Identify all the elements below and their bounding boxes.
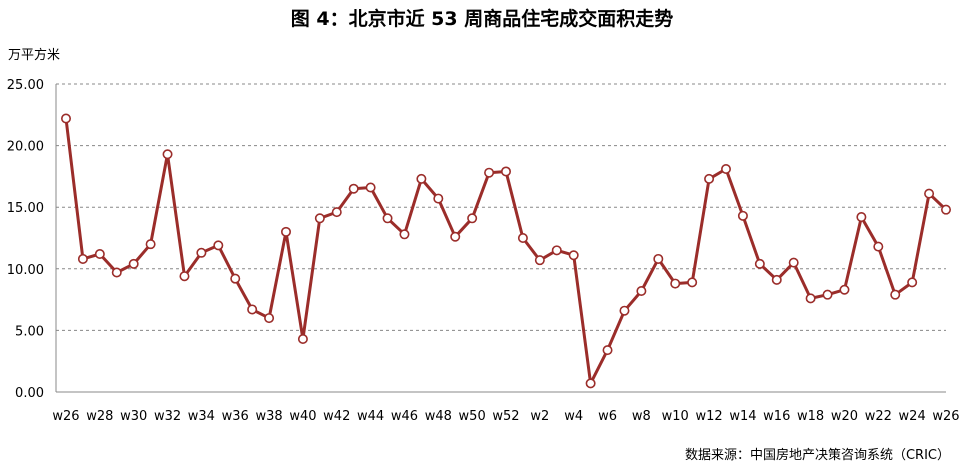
data-point (551, 245, 562, 256)
data-point (534, 255, 545, 266)
y-tick-label: 25.00 (7, 78, 44, 93)
data-point (247, 304, 258, 315)
data-points (60, 113, 951, 389)
data-point (873, 241, 884, 252)
x-tick-label: w26 (932, 409, 959, 424)
data-point (484, 167, 495, 178)
x-tick-label: w26 (52, 409, 79, 424)
data-point (77, 253, 88, 264)
x-tick-label: w36 (222, 409, 249, 424)
x-tick-label: w10 (662, 409, 689, 424)
x-tick-label: w30 (120, 409, 147, 424)
source-note: 数据来源：中国房地产决策咨询系统（CRIC） (684, 448, 950, 463)
data-point (653, 253, 664, 264)
y-axis-ticks: 0.00 5.00 10.00 15.00 20.00 25.00 (7, 78, 44, 401)
data-point (636, 285, 647, 296)
data-point (890, 289, 901, 300)
x-tick-label: w24 (899, 409, 926, 424)
data-point (213, 240, 224, 251)
data-point (280, 226, 291, 237)
data-point (788, 257, 799, 268)
y-tick-label: 20.00 (7, 140, 44, 155)
x-tick-label: w18 (797, 409, 824, 424)
data-point (907, 277, 918, 288)
data-point (331, 207, 342, 218)
data-point (433, 193, 444, 204)
y-axis-unit-label: 万平方米 (8, 48, 61, 63)
x-tick-label: w28 (86, 409, 113, 424)
data-point (737, 210, 748, 221)
chart-title: 图 4：北京市近 53 周商品住宅成交面积走势 (290, 8, 674, 30)
gridlines (56, 83, 946, 331)
x-tick-label: w6 (598, 409, 617, 424)
y-tick-label: 10.00 (7, 263, 44, 278)
x-tick-label: w34 (188, 409, 215, 424)
data-point (196, 247, 207, 258)
data-point (365, 182, 376, 193)
x-tick-label: w50 (459, 409, 486, 424)
x-axis (55, 84, 946, 393)
data-point (314, 213, 325, 224)
x-tick-label: w12 (695, 409, 722, 424)
x-tick-label: w46 (391, 409, 418, 424)
data-point (297, 334, 308, 345)
data-point (450, 231, 461, 242)
x-tick-label: w52 (492, 409, 519, 424)
x-tick-label: w38 (255, 409, 282, 424)
x-axis-ticks: w26 w28 w30 w32 w34 w36 w38 w40 w42 w44 w46 w48 w50 w… (52, 409, 959, 424)
data-point (517, 233, 528, 244)
data-point (704, 173, 715, 184)
data-point (771, 274, 782, 285)
data-point (60, 113, 71, 124)
x-tick-label: w8 (632, 409, 651, 424)
data-point (162, 149, 173, 160)
x-tick-label: w2 (530, 409, 549, 424)
data-point (111, 267, 122, 278)
x-tick-label: w4 (564, 409, 583, 424)
data-point (348, 183, 359, 194)
data-point (805, 293, 816, 304)
data-point (670, 278, 681, 289)
data-point (619, 305, 630, 316)
data-point (145, 239, 156, 250)
x-tick-label: w16 (763, 409, 790, 424)
x-tick-label: w14 (729, 409, 756, 424)
data-point (467, 213, 478, 224)
x-tick-label: w22 (865, 409, 892, 424)
data-point (94, 249, 105, 260)
data-point (230, 273, 241, 284)
data-point (179, 271, 190, 282)
data-point (839, 284, 850, 295)
data-point (687, 277, 698, 288)
data-point (856, 212, 867, 223)
data-point (399, 229, 410, 240)
data-point (754, 258, 765, 269)
y-tick-label: 15.00 (7, 201, 44, 216)
data-point (568, 250, 579, 261)
data-point (500, 166, 511, 177)
data-point (720, 164, 731, 175)
x-tick-label: w40 (289, 409, 316, 424)
data-point (602, 345, 613, 356)
x-tick-label: w32 (154, 409, 181, 424)
y-tick-label: 5.00 (15, 324, 44, 339)
x-tick-label: w44 (357, 409, 384, 424)
data-point (382, 213, 393, 224)
data-point (822, 289, 833, 300)
data-point (924, 188, 935, 199)
data-point (585, 378, 596, 389)
x-tick-label: w48 (425, 409, 452, 424)
x-tick-label: w20 (831, 409, 858, 424)
data-point (940, 204, 951, 215)
data-point (416, 173, 427, 184)
data-point (128, 258, 139, 269)
data-point (264, 313, 275, 324)
x-tick-label: w42 (323, 409, 350, 424)
y-tick-label: 0.00 (15, 386, 44, 401)
